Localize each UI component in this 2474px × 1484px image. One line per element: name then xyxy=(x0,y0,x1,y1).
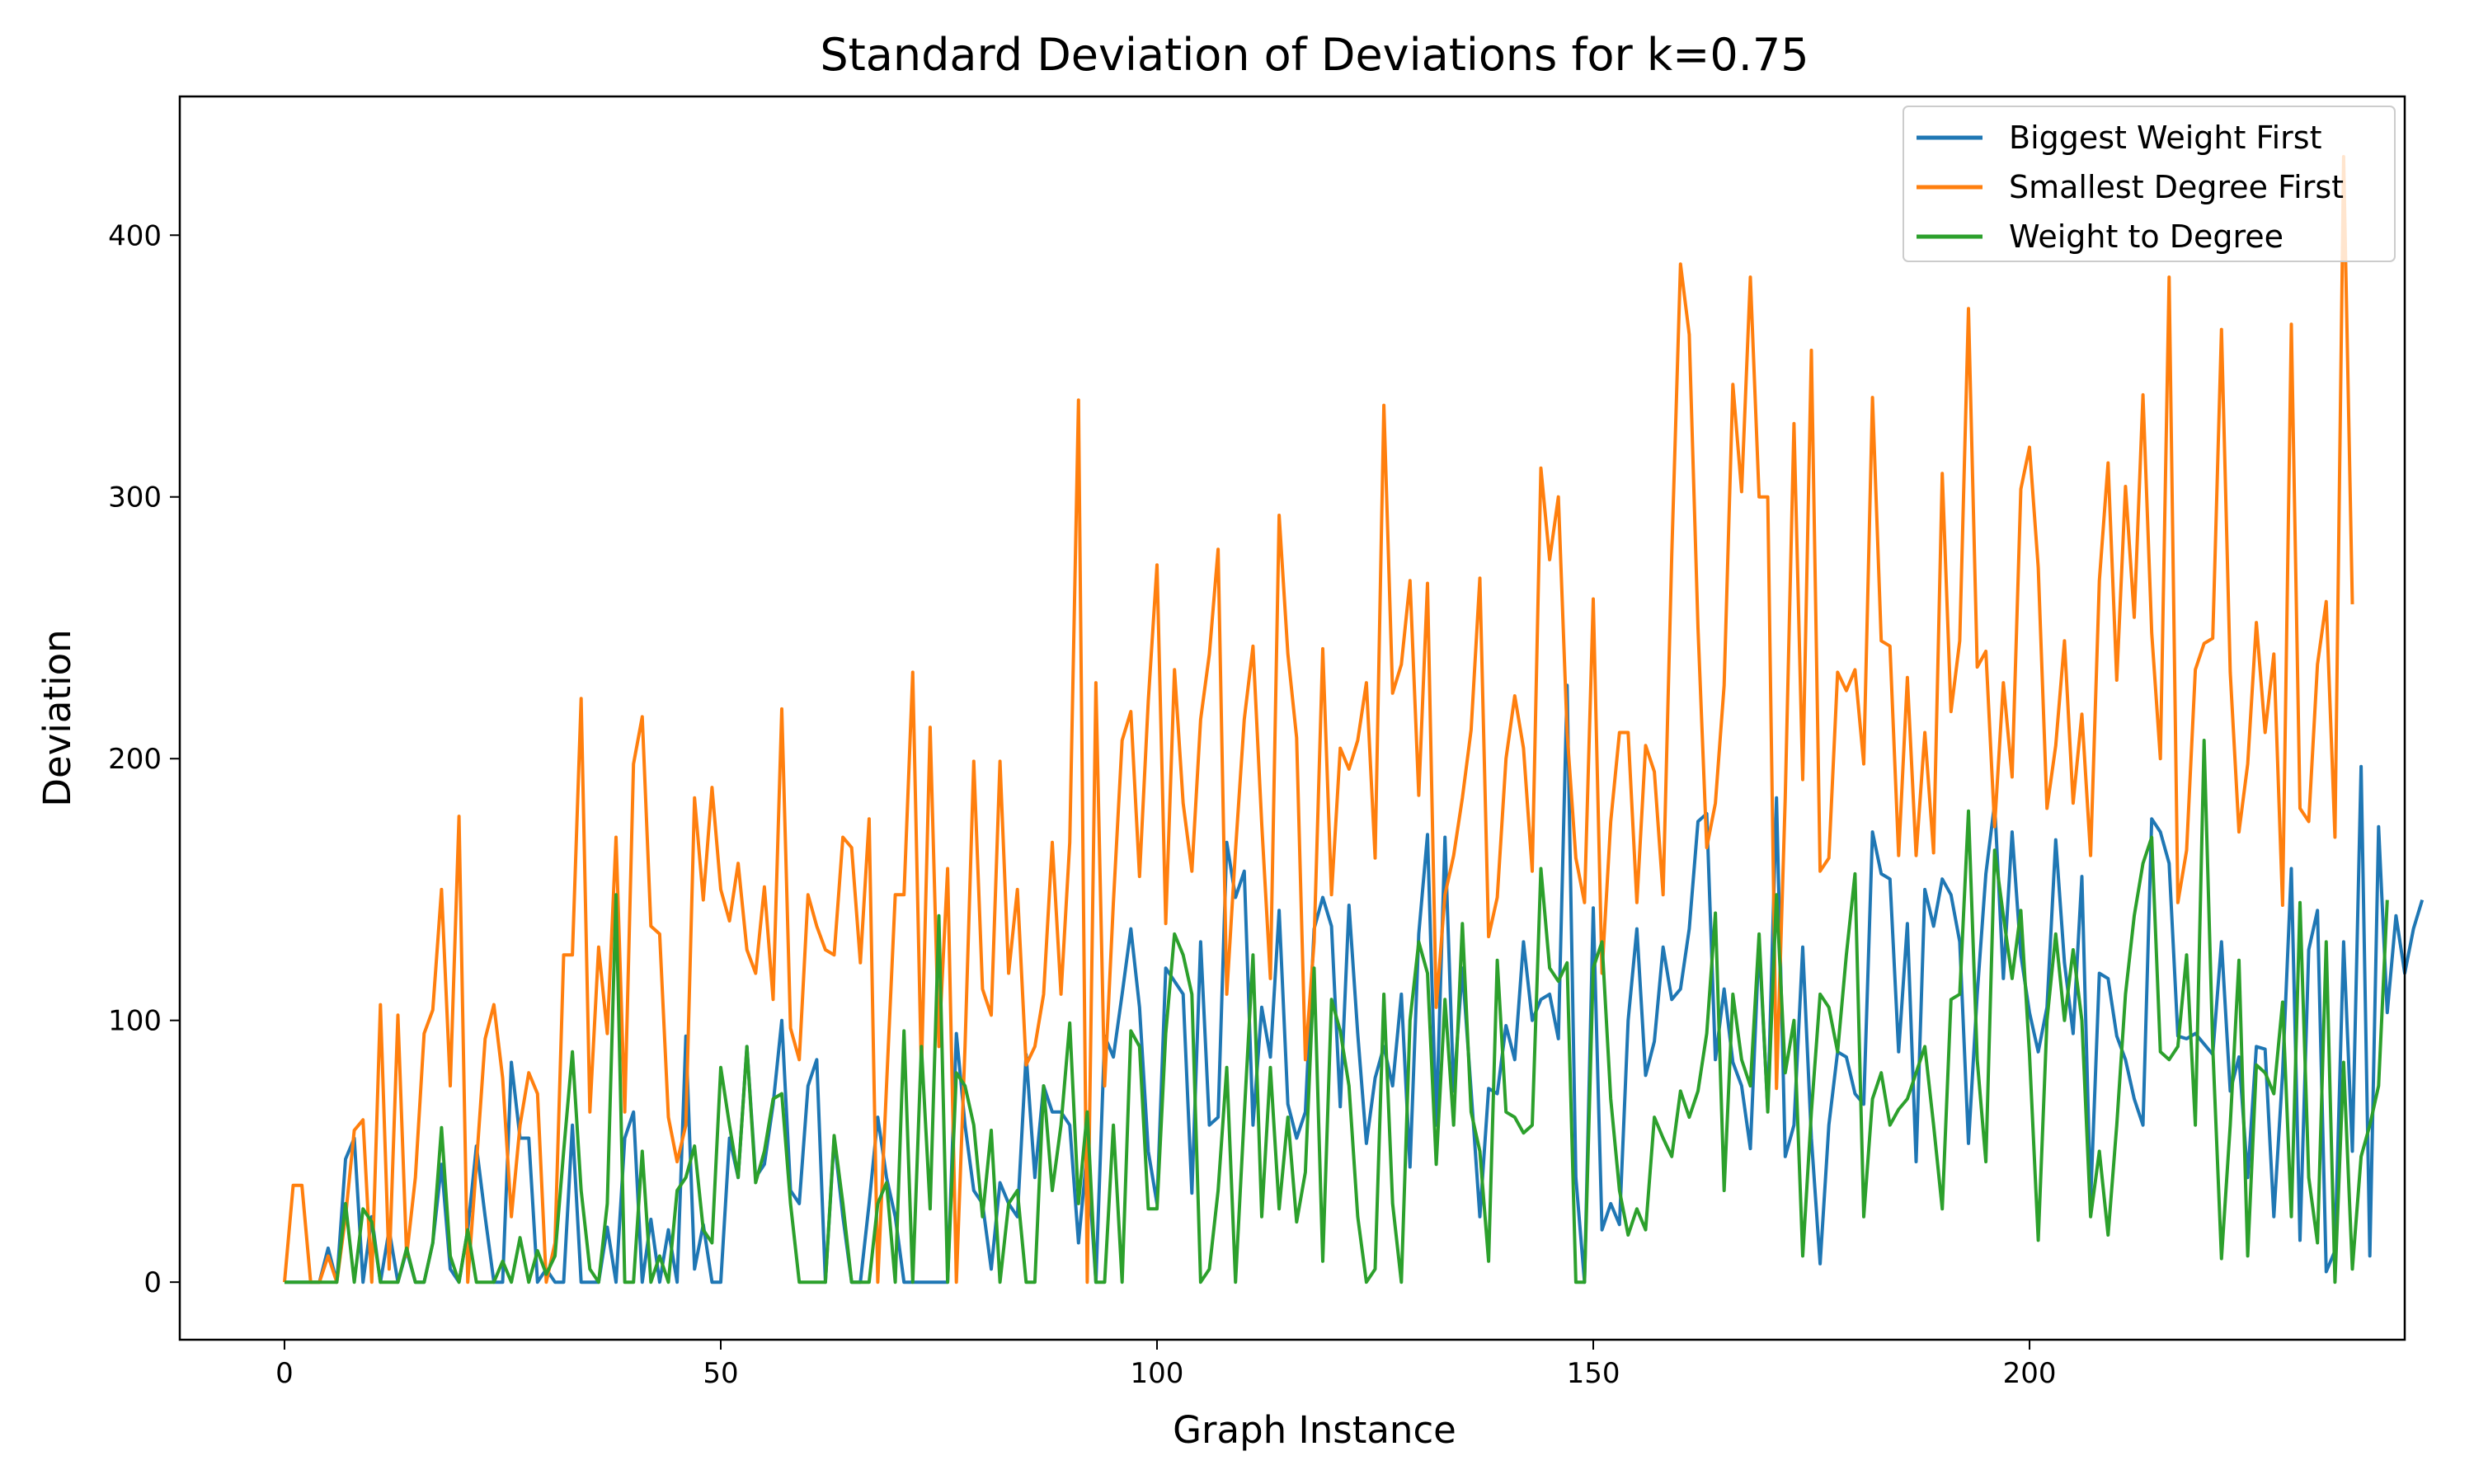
y-tick-label: 300 xyxy=(108,481,162,514)
y-tick-label: 100 xyxy=(108,1005,162,1038)
series-layer xyxy=(283,155,2425,1284)
y-tick-label: 200 xyxy=(108,743,162,776)
legend-label: Smallest Degree First xyxy=(2009,169,2344,205)
y-axis: 0 100 200 300 400 xyxy=(108,219,180,1299)
series-line-1 xyxy=(285,683,2425,1284)
x-tick-label: 100 xyxy=(1131,1357,1184,1390)
legend: Biggest Weight First Smallest Degree Firs… xyxy=(1903,106,2396,262)
series-line-2 xyxy=(283,155,2354,1284)
legend-label: Biggest Weight First xyxy=(2009,120,2321,156)
x-tick-label: 50 xyxy=(703,1357,738,1390)
x-tick-label: 200 xyxy=(2003,1357,2057,1390)
y-tick-label: 400 xyxy=(108,219,162,252)
y-axis-label: Deviation xyxy=(35,629,79,806)
x-axis-label: Graph Instance xyxy=(1173,1408,1456,1452)
x-tick-label: 0 xyxy=(275,1357,294,1390)
y-tick-label: 0 xyxy=(143,1266,162,1299)
legend-label: Weight to Degree xyxy=(2009,218,2284,255)
plot-frame xyxy=(178,95,2406,1341)
legend-box xyxy=(1903,106,2396,262)
x-axis: 0 50 100 150 200 xyxy=(275,1340,2056,1390)
series-line-3 xyxy=(285,739,2389,1284)
x-tick-label: 150 xyxy=(1567,1357,1620,1390)
chart-title: Standard Deviation of Deviations for k=0… xyxy=(820,29,1808,81)
